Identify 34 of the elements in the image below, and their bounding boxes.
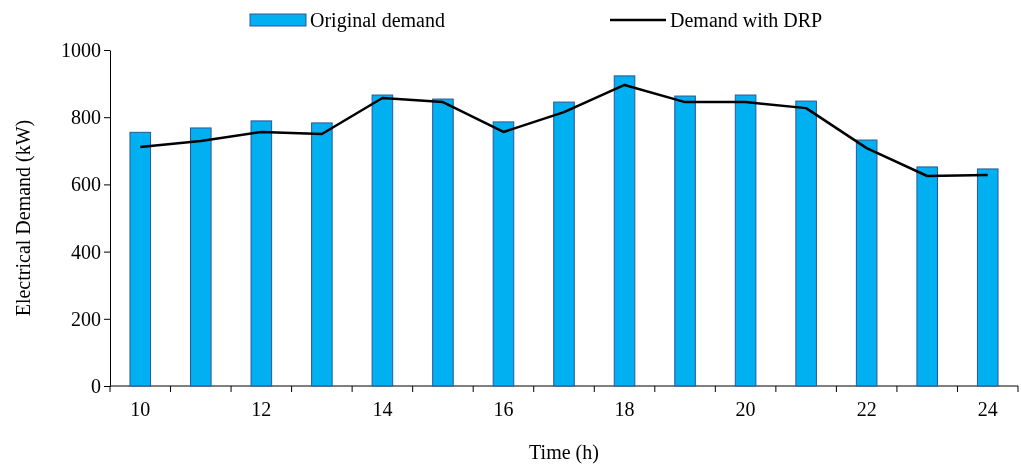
x-tick-label: 24 (977, 398, 998, 420)
x-tick-label: 12 (251, 398, 272, 420)
bar (492, 121, 515, 387)
bar (371, 94, 394, 387)
x-tick-label: 20 (735, 398, 756, 420)
bar (553, 101, 575, 387)
x-tick-label: 14 (372, 398, 393, 420)
bar (250, 120, 273, 387)
bar (311, 122, 333, 387)
bar (613, 75, 636, 387)
bar (432, 98, 454, 387)
x-tick-label: 22 (856, 398, 877, 420)
bar (916, 166, 938, 387)
bar (855, 139, 878, 387)
x-axis-title: Time (h) (529, 441, 599, 464)
bar (795, 100, 817, 387)
bar (734, 94, 757, 387)
y-tick-label: 0 (91, 374, 101, 397)
x-tick-label: 16 (493, 398, 514, 420)
bar (129, 131, 152, 387)
y-axis-title: Electrical Demand (kW) (12, 119, 35, 317)
bar (190, 127, 212, 387)
y-tick-label: 1000 (61, 38, 101, 61)
y-tick-label: 200 (71, 307, 101, 330)
bar (976, 168, 999, 387)
x-tick-label: 18 (614, 398, 635, 420)
y-tick-label: 600 (71, 173, 101, 196)
legend-label: Original demand (310, 9, 445, 32)
y-tick-label: 400 (71, 240, 101, 263)
x-tick-label: 10 (130, 398, 151, 420)
bar (674, 95, 696, 387)
line-series (139, 83, 989, 178)
legend-label: Demand with DRP (670, 9, 823, 31)
y-tick-label: 800 (71, 106, 101, 129)
